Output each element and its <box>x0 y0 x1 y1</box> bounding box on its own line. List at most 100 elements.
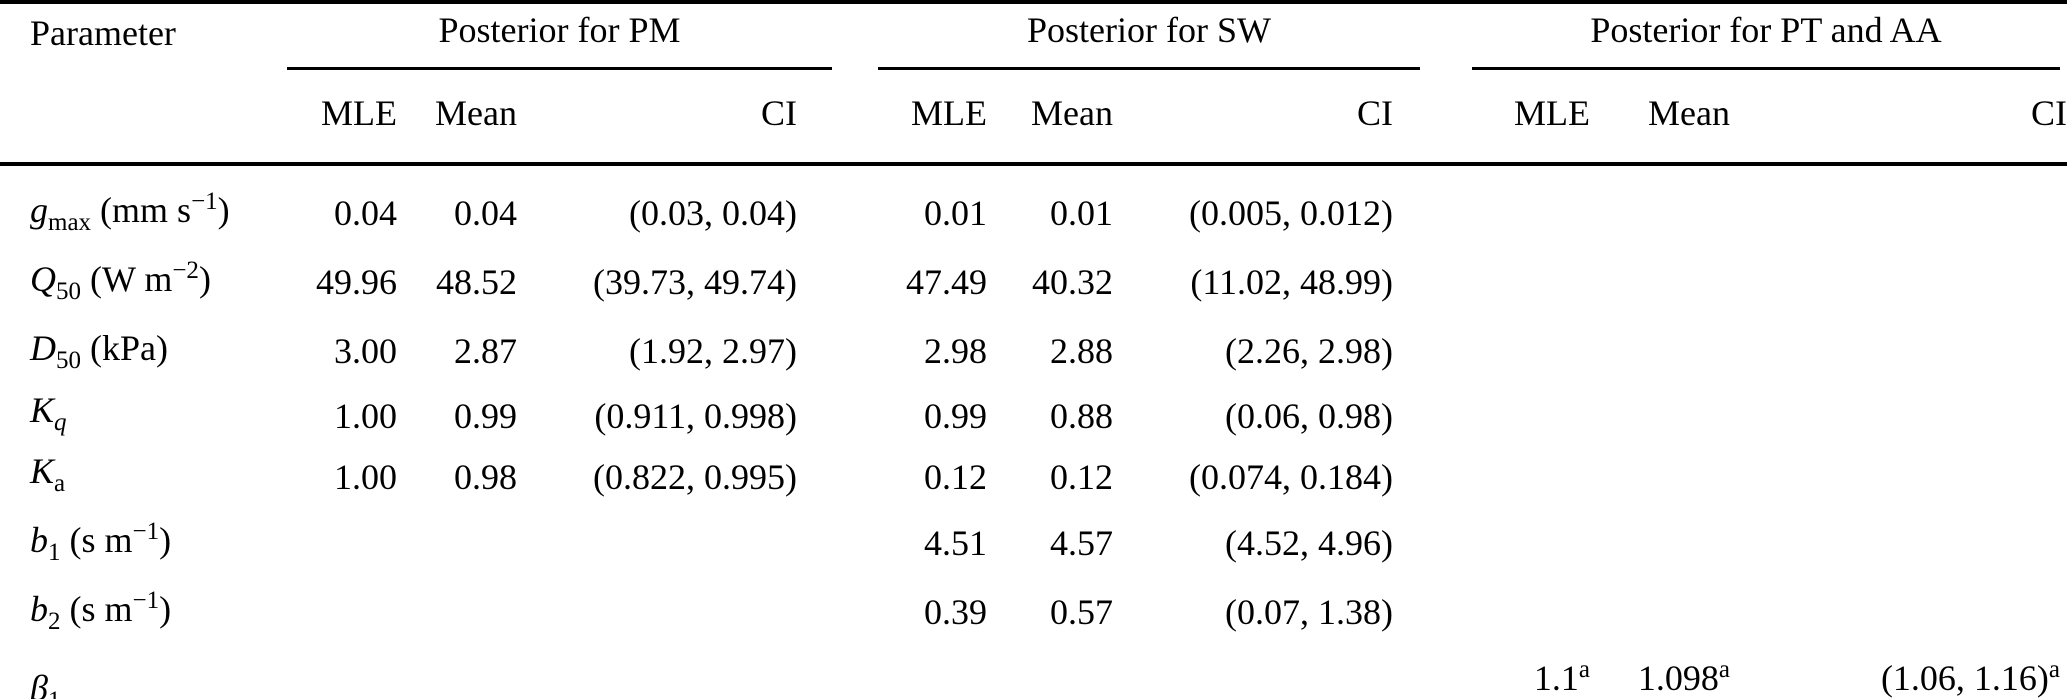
pt-ci-value <box>1730 508 2067 577</box>
pt-mle-value: 1.1a 1.5b <box>1533 656 1590 699</box>
param-unit: (W m−2) <box>90 257 211 300</box>
pm-ci-value <box>517 508 797 577</box>
footnote-marker: a <box>2048 656 2061 684</box>
param-unit: (s m−1) <box>69 587 172 630</box>
pm-mle-header: MLE <box>287 77 397 166</box>
pm-mle-value <box>287 577 397 646</box>
table-row-q50: Q50 (W m−2) 49.96 48.52 (39.73, 49.74) 47… <box>0 247 2067 316</box>
pt-mean-value: 1.098a 1.499b <box>1637 656 1730 699</box>
sw-mle-value <box>797 646 987 699</box>
param-unit: (mm s−1) <box>100 188 230 230</box>
param-subscript: 50 <box>56 347 81 375</box>
pt-mle-value <box>1393 164 1590 247</box>
sw-group-rule <box>878 67 1420 70</box>
pt-ci-value <box>1730 447 2067 508</box>
sw-mle-value: 4.51 <box>924 522 987 563</box>
pm-mle-value <box>287 646 397 699</box>
sw-mle-value: 47.49 <box>906 261 987 302</box>
pt-mean-value <box>1590 316 1730 385</box>
table-row-kq: Kq 1.00 0.99 (0.911, 0.998) 0.99 0.88 (0… <box>0 386 2067 447</box>
param-symbol: b <box>30 519 48 560</box>
pt-mle-value <box>1393 577 1590 646</box>
column-header-row: MLE Mean CI MLE Mean CI MLE Mean CI <box>0 77 2067 166</box>
pt-mean-value <box>1590 577 1730 646</box>
pt-mean-value <box>1590 386 1730 447</box>
pt-mle-value <box>1393 386 1590 447</box>
sw-ci-value: (0.074, 0.184) <box>1189 457 1393 498</box>
table-row-d50: D50 (kPa) 3.00 2.87 (1.92, 2.97) 2.98 2.8… <box>0 316 2067 385</box>
sw-mle-value: 0.99 <box>924 396 987 437</box>
pt-ci-value <box>1730 164 2067 247</box>
param-symbol: K <box>30 450 55 491</box>
pm-mean-header: Mean <box>397 77 517 166</box>
group-title-pm: Posterior for PM <box>438 10 681 50</box>
param-subscript: a <box>54 469 66 497</box>
param-symbol: K <box>30 389 55 430</box>
pt-ci-value: (1.06, 1.16)a (1.492, 1.499)b <box>1880 656 2061 699</box>
pt-mle-value <box>1393 247 1590 316</box>
sw-mean-value: 2.88 <box>1050 330 1113 371</box>
pm-mean-value <box>397 508 517 577</box>
table-row-beta1: β1 1.1a 1.5b 1.098a 1.499b (1.06, 1.16)a <box>0 646 2067 699</box>
param-label: Q50 (W m−2) <box>0 247 287 316</box>
pm-ci-value <box>517 646 797 699</box>
pm-ci-value: (0.822, 0.995) <box>593 457 797 498</box>
param-subscript: 1 <box>48 539 61 567</box>
table-row-gmax: gmax (mm s−1) 0.04 0.04 (0.03, 0.04) 0.01… <box>0 164 2067 247</box>
footnote-marker: a <box>1578 656 1590 684</box>
sw-mean-value: 0.57 <box>1050 591 1113 632</box>
param-subscript: q <box>54 408 67 436</box>
group-title-sw: Posterior for SW <box>1027 10 1271 50</box>
pt-mean-value <box>1590 447 1730 508</box>
table-header: Parameter MLE Mean CI MLE Mean CI MLE Me… <box>0 2 2067 166</box>
pt-ci-value <box>1730 577 2067 646</box>
pm-mean-value: 48.52 <box>436 261 517 302</box>
sw-ci-value: (0.06, 0.98) <box>1225 396 1393 437</box>
param-label: Kq <box>0 386 287 447</box>
pt-mle-value <box>1393 447 1590 508</box>
param-label: β1 <box>0 646 287 699</box>
sw-ci-value: (0.07, 1.38) <box>1225 591 1393 632</box>
sw-mean-value: 0.01 <box>1050 192 1113 233</box>
param-label: b1 (s m−1) <box>0 508 287 577</box>
sw-mean-value <box>987 646 1113 699</box>
param-symbol: β <box>30 667 48 699</box>
table-row-ka: Ka 1.00 0.98 (0.822, 0.995) 0.12 0.12 (0… <box>0 447 2067 508</box>
sw-mean-value: 40.32 <box>1032 261 1113 302</box>
param-unit: (s m−1) <box>69 517 172 560</box>
param-label: gmax (mm s−1) <box>0 164 287 247</box>
param-subscript: max <box>48 209 92 237</box>
sw-ci-value: (0.005, 0.012) <box>1189 192 1393 233</box>
pm-ci-value: (0.911, 0.998) <box>594 396 797 437</box>
pm-ci-value <box>517 577 797 646</box>
pt-mle-value <box>1393 316 1590 385</box>
param-unit: (kPa) <box>90 328 168 369</box>
sw-ci-value: (4.52, 4.96) <box>1225 522 1393 563</box>
sw-mle-value: 0.39 <box>924 591 987 632</box>
param-subscript: 1 <box>48 687 61 699</box>
pm-mle-value: 49.96 <box>316 261 397 302</box>
sw-mle-value: 0.01 <box>924 192 987 233</box>
footnote-marker: a <box>1718 656 1730 684</box>
pt-mean-value <box>1590 508 1730 577</box>
pm-mle-value: 1.00 <box>334 457 397 498</box>
pm-ci-header: CI <box>517 77 797 166</box>
sw-ci-value <box>1113 646 1393 699</box>
pm-mle-value: 0.04 <box>334 192 397 233</box>
sw-ci-value: (11.02, 48.99) <box>1190 261 1393 302</box>
pt-ci-value <box>1730 316 2067 385</box>
table-row-b2: b2 (s m−1) 0.39 0.57 (0.07, 1.38) <box>0 577 2067 646</box>
pt-mle-header: MLE <box>1393 77 1590 166</box>
pm-mle-value <box>287 508 397 577</box>
param-label: b2 (s m−1) <box>0 577 287 646</box>
pt-ci-value <box>1730 386 2067 447</box>
pm-mean-value <box>397 646 517 699</box>
param-label: Ka <box>0 447 287 508</box>
pm-mean-value: 0.04 <box>454 192 517 233</box>
pt-ci-header: CI <box>1730 77 2067 166</box>
pm-mle-value: 1.00 <box>334 396 397 437</box>
sw-mle-value: 2.98 <box>924 330 987 371</box>
pt-group-rule <box>1472 67 2060 70</box>
sw-mean-header: Mean <box>987 77 1113 166</box>
